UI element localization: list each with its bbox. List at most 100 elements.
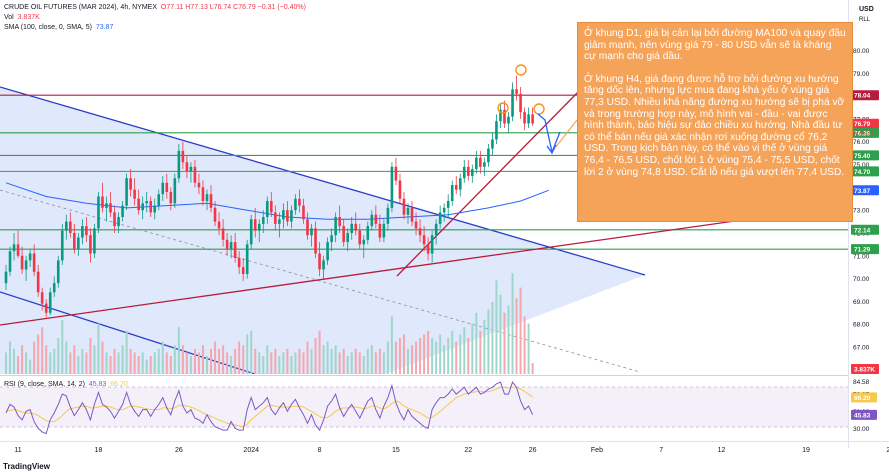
candle — [185, 155, 189, 179]
volume-bar — [487, 309, 490, 374]
price-axis[interactable]: 80.0079.0078.0077.0076.0075.0074.0073.00… — [851, 48, 879, 374]
price-tick-label: 69.00 — [853, 299, 870, 306]
candle — [366, 221, 370, 245]
price-tick-label: 67.00 — [853, 345, 870, 352]
candle — [32, 244, 36, 277]
candle — [125, 173, 128, 211]
candle — [374, 205, 378, 229]
rsi-pane[interactable] — [0, 381, 848, 435]
svg-text:76.79: 76.79 — [854, 121, 871, 128]
candle — [56, 255, 60, 288]
volume-bar — [386, 341, 389, 374]
volume-bar — [262, 356, 265, 374]
volume-bar — [9, 341, 12, 374]
volume-bar — [222, 345, 225, 374]
volume-bar — [197, 352, 200, 374]
volume-label: Vol — [4, 14, 14, 21]
candle — [414, 212, 418, 236]
candle — [310, 223, 313, 247]
price-tick-label: 68.00 — [853, 322, 870, 329]
candle — [161, 175, 165, 202]
volume-bar — [89, 338, 92, 374]
candle — [398, 173, 402, 204]
candle — [77, 232, 80, 256]
volume-bar — [41, 327, 44, 374]
candle — [346, 228, 349, 252]
candle — [286, 201, 289, 227]
candle — [137, 189, 140, 215]
volume-bar — [495, 280, 498, 374]
volume-bar — [338, 352, 341, 374]
candle — [36, 264, 40, 297]
candle — [270, 191, 273, 217]
sma-value: 73.87 — [95, 24, 114, 31]
candle — [89, 228, 92, 263]
candle — [217, 212, 221, 236]
candle — [462, 159, 466, 183]
tradingview-logo[interactable]: TradingView — [3, 462, 50, 471]
svg-text:71.29: 71.29 — [854, 247, 871, 254]
candle — [266, 196, 269, 224]
candle — [358, 223, 362, 249]
time-tick-label: 15 — [392, 447, 400, 454]
volume-bar — [125, 330, 128, 374]
volume-bar — [286, 348, 289, 374]
volume-bar — [13, 348, 16, 374]
candle — [109, 191, 112, 217]
price-tick-label: 76.00 — [853, 139, 870, 146]
volume-bar — [206, 356, 208, 374]
volume-bar — [491, 302, 494, 374]
candle — [314, 221, 317, 259]
candle — [402, 191, 406, 220]
time-axis[interactable]: 11 18 26 2024 8 15 22 26 Feb 7 12 19 26 — [14, 447, 889, 454]
volume-bar — [137, 356, 140, 374]
candle — [121, 201, 124, 222]
volume-bar — [145, 359, 148, 374]
volume-bar — [390, 316, 393, 374]
volume-bar — [81, 348, 84, 374]
candle — [24, 255, 28, 281]
volume-bar — [157, 348, 160, 374]
svg-text:45.83: 45.83 — [854, 412, 871, 419]
volume-bar — [214, 341, 217, 374]
analysis-note[interactable]: Ở khung D1, giá bị cản lại bởi đường MA1… — [577, 22, 853, 222]
volume-bar — [362, 356, 365, 374]
currency-label[interactable]: USD — [859, 6, 874, 13]
volume-row: Vol 3.837K — [4, 13, 306, 23]
candle — [483, 157, 486, 176]
candle — [515, 75, 518, 101]
rsi-label: RSI (9, close, SMA, 14, 2) — [4, 381, 85, 388]
candle — [422, 226, 426, 252]
time-tick-label: 8 — [318, 447, 322, 454]
price-tag: 76.39 — [851, 127, 879, 138]
candle — [145, 191, 148, 213]
candle — [8, 246, 12, 277]
candle — [153, 198, 157, 220]
volume-bar — [451, 330, 454, 374]
volume-bar — [523, 316, 526, 374]
svg-text:76.39: 76.39 — [854, 130, 871, 137]
volume-bar — [322, 345, 325, 374]
volume-bar — [266, 345, 269, 374]
price-tag: 74.70 — [851, 166, 879, 177]
candle — [487, 144, 490, 167]
volume-value: 3.837K — [17, 14, 40, 21]
candle — [105, 196, 108, 222]
volume-bar — [238, 341, 241, 374]
volume-bar — [447, 338, 450, 374]
volume-bar — [234, 348, 237, 374]
time-tick-label: 2024 — [243, 447, 259, 454]
rsi-tag: 45.83 — [851, 409, 877, 420]
volume-bar — [117, 352, 120, 374]
volume-bar — [515, 298, 518, 374]
volume-bar — [310, 348, 313, 374]
candle — [197, 173, 201, 195]
rsi-ma-value: 66.20 — [110, 381, 128, 388]
candle — [205, 189, 209, 211]
volume-bar — [531, 363, 534, 374]
candle — [73, 223, 76, 254]
candle — [491, 132, 494, 156]
candle — [471, 164, 474, 183]
